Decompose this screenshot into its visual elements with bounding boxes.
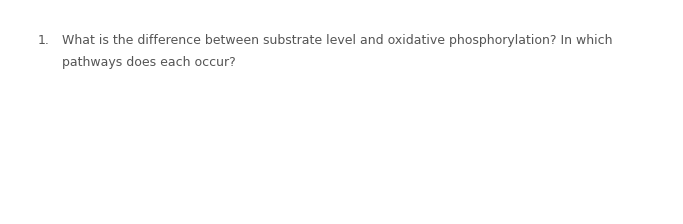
Text: What is the difference between substrate level and oxidative phosphorylation? In: What is the difference between substrate… <box>62 34 613 47</box>
Text: pathways does each occur?: pathways does each occur? <box>62 56 236 69</box>
Text: 1.: 1. <box>38 34 50 47</box>
